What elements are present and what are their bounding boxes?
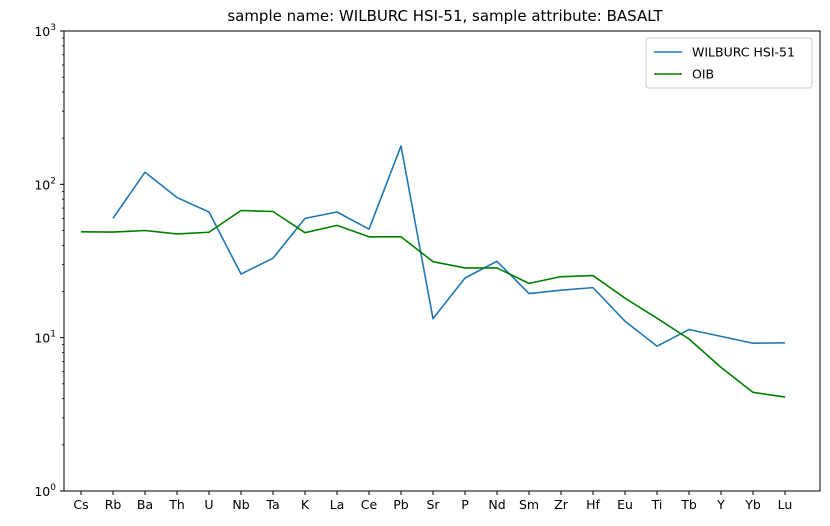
- legend-label-2: OIB: [692, 67, 714, 82]
- x-tick-label: U: [204, 497, 213, 512]
- chart-title: sample name: WILBURC HSI-51, sample attr…: [227, 7, 663, 25]
- y-tick-label: 103: [34, 23, 56, 39]
- x-tick-label: Yb: [744, 497, 761, 512]
- x-tick-label: Nd: [488, 497, 505, 512]
- axes-layer: Cs Rb Ba Th U Nb Ta K La Ce Pb Sr P Nd Sm Zr Hf Eu Ti Tb Y Yb…: [34, 23, 821, 512]
- x-tick-label: Ti: [651, 497, 663, 512]
- legend: WILBURC HSI-51 OIB: [645, 37, 813, 89]
- x-tick-label: Th: [168, 497, 185, 512]
- x-tick-label: La: [330, 497, 345, 512]
- y-tick-label: 101: [34, 330, 56, 346]
- legend-box: [645, 37, 813, 89]
- x-tick-label: Y: [716, 497, 725, 512]
- x-tick-label: Tb: [680, 497, 697, 512]
- x-tick-label: Sr: [426, 497, 440, 512]
- x-tick-label: P: [461, 497, 469, 512]
- y-tick-label: 102: [34, 176, 56, 192]
- x-tick-label: Cs: [73, 497, 88, 512]
- x-tick-label: Lu: [778, 497, 793, 512]
- x-tick-label: Ba: [137, 497, 153, 512]
- plot-frame: [63, 30, 821, 492]
- x-tick-label: Ta: [265, 497, 279, 512]
- x-tick-label: Pb: [393, 497, 409, 512]
- x-tick-label: Zr: [554, 497, 569, 512]
- series-line-1: [112, 145, 786, 347]
- series-line-2: [80, 209, 786, 398]
- x-tick-label: Nb: [232, 497, 249, 512]
- series-layer: [80, 145, 786, 398]
- legend-label-1: WILBURC HSI-51: [692, 45, 795, 60]
- x-tick-label: Rb: [105, 497, 122, 512]
- y-tick-label: 100: [34, 483, 56, 499]
- x-tick-label: K: [301, 497, 310, 512]
- x-tick-label: Sm: [519, 497, 539, 512]
- x-tick-label: Ce: [361, 497, 378, 512]
- x-tick-label: Hf: [586, 497, 600, 512]
- x-tick-label: Eu: [617, 497, 633, 512]
